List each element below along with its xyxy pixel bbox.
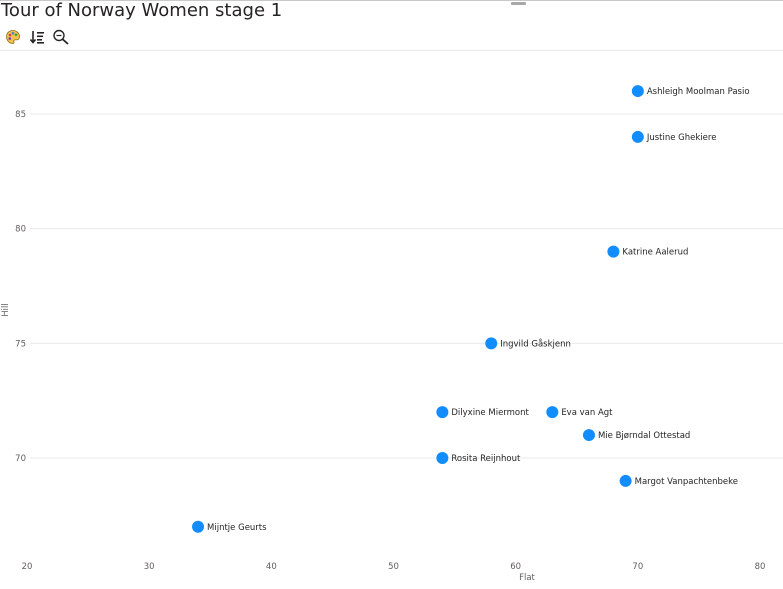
data-point-label: Eva van Agt [561,408,613,418]
data-point-label: Mijntje Geurts [207,523,267,533]
y-axis-title: Hill [1,303,11,316]
x-tick-label: 30 [144,562,155,572]
data-point[interactable] [631,85,644,98]
data-point-label: Katrine Aalerud [622,248,688,258]
y-tick-label: 80 [15,225,26,235]
x-tick-label: 80 [755,562,766,572]
x-tick-label: 40 [266,562,277,572]
gridlines [30,113,783,459]
data-point[interactable] [607,245,620,258]
zoom-icon[interactable] [52,28,70,46]
drag-handle[interactable] [511,2,526,5]
x-tick-label: 70 [632,562,643,572]
visual-top-border [0,0,783,1]
data-point-label: Dilyxine Miermont [451,408,529,418]
visual-toolbar [4,28,70,46]
data-point[interactable] [436,406,449,419]
data-point[interactable] [485,337,498,350]
x-tick-label: 50 [388,562,399,572]
data-point[interactable] [619,474,632,487]
data-points [192,85,644,533]
y-tick-label: 70 [15,454,26,464]
data-point[interactable] [631,130,644,143]
palette-icon[interactable] [4,28,22,46]
data-labels: Ashleigh Moolman Pasio Justine Ghekiere Ka… [207,87,749,533]
data-point-label: Ashleigh Moolman Pasio [647,87,750,97]
data-point-label: Ingvild Gåskjenn [500,338,571,349]
x-tick-label: 60 [510,562,521,572]
chart-title: Tour of Norway Women stage 1 [1,0,283,21]
y-tick-label: 75 [15,339,26,349]
y-axis-ticks: 70 75 80 85 [15,110,26,464]
data-point-label: Mie Bjørndal Ottestad [598,431,690,441]
x-axis-ticks: 20 30 40 50 60 70 80 [22,562,766,572]
x-axis-title: Flat [519,573,535,583]
data-point-label: Margot Vanpachtenbeke [635,477,738,487]
sort-icon[interactable] [28,28,46,46]
data-point[interactable] [192,520,205,533]
data-point-label: Justine Ghekiere [646,133,717,143]
data-point[interactable] [546,406,559,419]
y-tick-label: 85 [15,110,26,120]
data-point-label: Rosita Reijnhout [451,454,521,464]
x-tick-label: 20 [22,562,33,572]
data-point[interactable] [582,429,595,442]
data-point[interactable] [436,452,449,464]
toolbar-divider [0,50,783,51]
